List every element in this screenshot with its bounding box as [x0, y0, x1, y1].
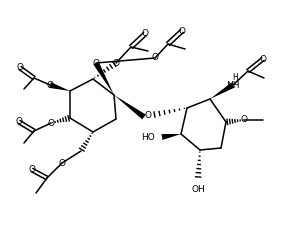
Text: O: O — [28, 165, 35, 175]
Text: O: O — [179, 26, 186, 36]
Text: O: O — [260, 55, 267, 63]
Text: O: O — [17, 63, 23, 73]
Text: O: O — [46, 80, 53, 89]
Polygon shape — [210, 82, 235, 99]
Text: NH: NH — [226, 80, 240, 89]
Polygon shape — [93, 62, 114, 95]
Polygon shape — [49, 82, 70, 91]
Text: O: O — [15, 117, 23, 127]
Polygon shape — [162, 134, 181, 140]
Text: HO: HO — [141, 132, 155, 142]
Text: O: O — [48, 118, 55, 128]
Polygon shape — [114, 95, 146, 119]
Text: O: O — [59, 158, 66, 168]
Text: H: H — [232, 73, 238, 81]
Text: O: O — [142, 29, 148, 39]
Text: OH: OH — [191, 186, 205, 194]
Text: O: O — [93, 58, 99, 67]
Text: O: O — [151, 54, 159, 62]
Text: O: O — [144, 111, 151, 121]
Text: O: O — [113, 58, 119, 67]
Text: O: O — [240, 116, 247, 124]
